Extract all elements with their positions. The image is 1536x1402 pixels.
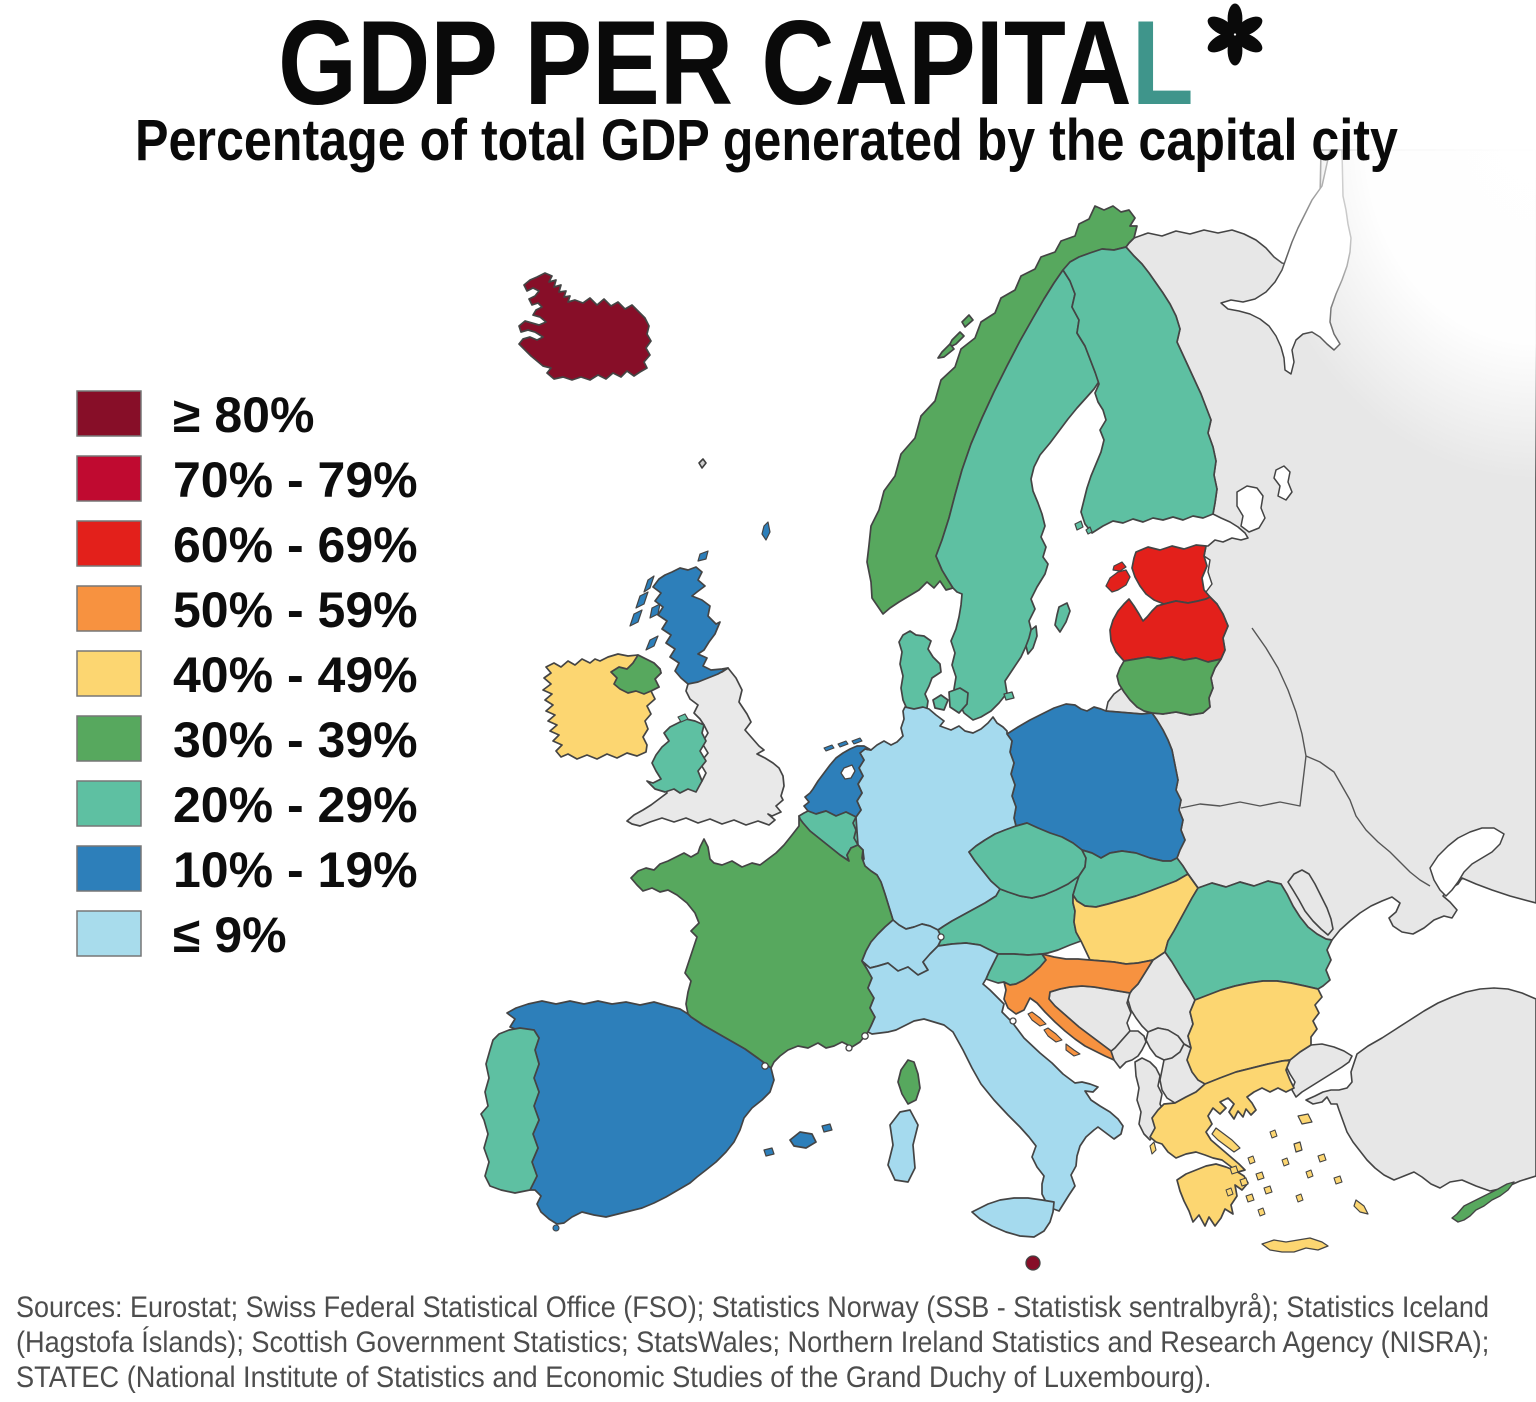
svg-text:50% - 59%: 50% - 59% <box>173 582 418 638</box>
svg-text:30% - 39%: 30% - 39% <box>173 712 418 768</box>
svg-text:40% - 49%: 40% - 49% <box>173 647 418 703</box>
svg-text:10% - 19%: 10% - 19% <box>173 842 418 898</box>
svg-text:70% - 79%: 70% - 79% <box>173 452 418 508</box>
svg-text:≥ 80%: ≥ 80% <box>173 387 314 443</box>
svg-text:≤ 9%: ≤ 9% <box>173 907 287 963</box>
svg-text:60% - 69%: 60% - 69% <box>173 517 418 573</box>
svg-text:20% - 29%: 20% - 29% <box>173 777 418 833</box>
